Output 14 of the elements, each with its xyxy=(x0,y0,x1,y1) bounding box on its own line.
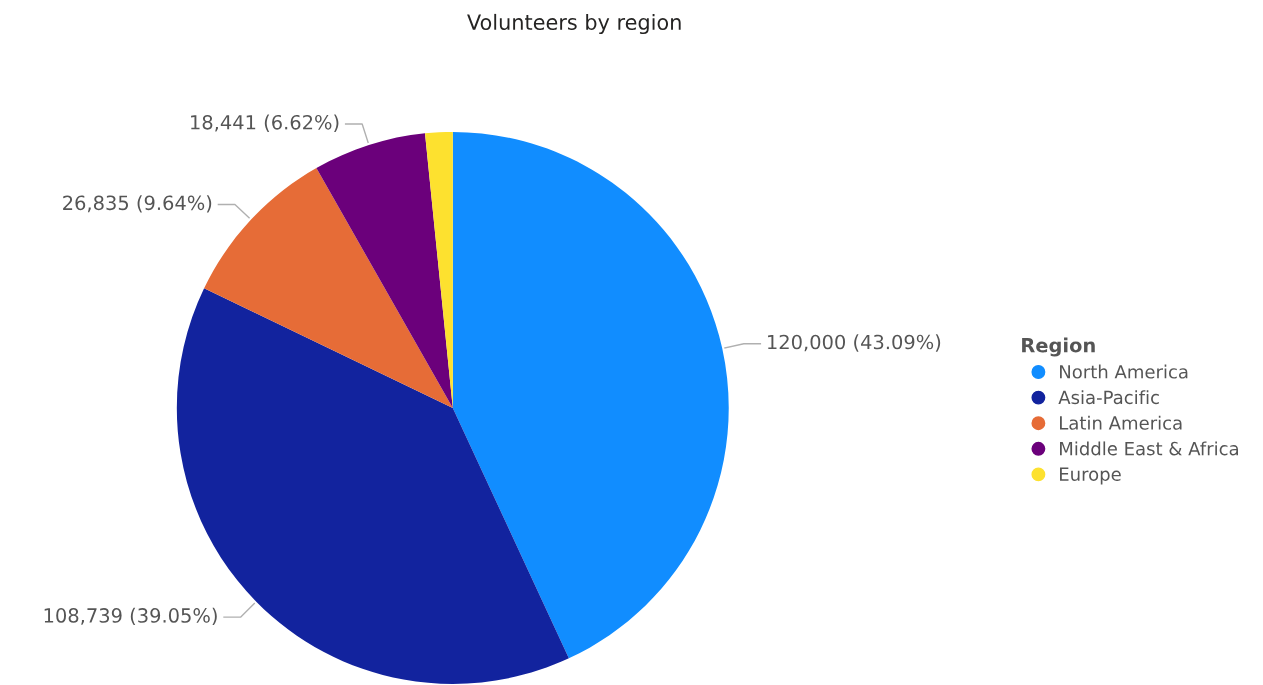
data-label: 120,000 (43.09%) xyxy=(768,334,941,352)
pie-slice xyxy=(316,133,453,408)
legend-label: Latin America xyxy=(1060,415,1182,430)
data-label: 26,835 (9.64%) xyxy=(63,195,212,213)
data-label: 108,739 (39.05%) xyxy=(44,607,217,626)
legend-label: Asia-Pacific xyxy=(1058,390,1159,405)
legend-label: North America xyxy=(1060,364,1188,379)
pie-slice xyxy=(424,131,453,408)
legend-title: Region xyxy=(1022,337,1095,357)
pie-slice xyxy=(452,131,729,659)
legend-label: Europe xyxy=(1060,467,1121,485)
chart-title: Volunteers by region xyxy=(467,13,681,35)
legend-label: Middle East & Africa xyxy=(1060,441,1238,456)
data-label: 18,441 (6.62%) xyxy=(191,114,339,132)
